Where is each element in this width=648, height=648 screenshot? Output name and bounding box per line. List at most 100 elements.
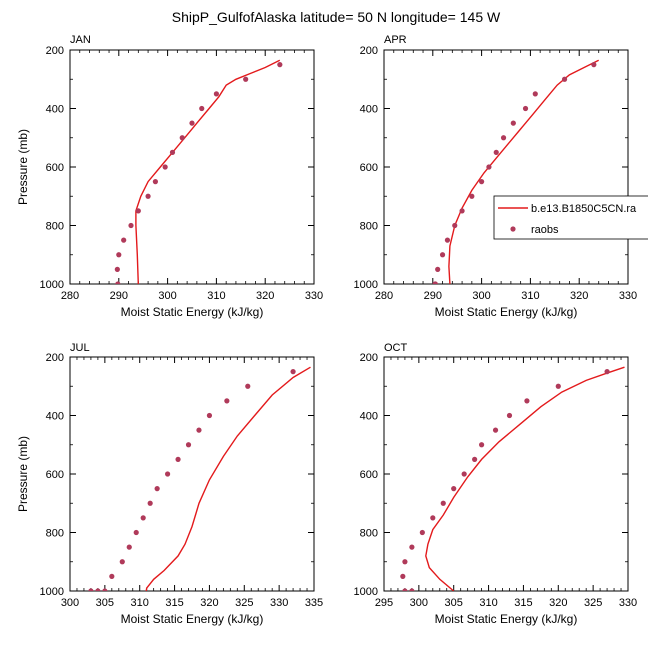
y-tick-label: 800 — [360, 221, 378, 233]
obs-point — [524, 398, 530, 404]
x-tick-label: 310 — [207, 290, 225, 302]
x-tick-label: 280 — [375, 290, 393, 302]
obs-point — [510, 120, 516, 126]
y-axis-title: Pressure (mb) — [16, 436, 30, 512]
obs-point — [430, 515, 436, 521]
obs-point — [128, 222, 134, 229]
plot-frame — [383, 49, 629, 285]
obs-point — [444, 237, 451, 243]
obs-point — [479, 442, 485, 448]
x-tick-label: 330 — [619, 290, 637, 302]
model-series-line — [135, 59, 281, 284]
obs-point — [452, 222, 458, 229]
y-tick-label: 400 — [360, 411, 378, 423]
obs-point — [409, 544, 415, 550]
x-axis-title: Moist Static Energy (kJ/kg) — [435, 612, 578, 626]
obs-point — [461, 471, 467, 477]
obs-point — [402, 559, 408, 565]
obs-point — [604, 369, 610, 375]
obs-point — [486, 164, 492, 170]
obs-point — [451, 486, 457, 492]
figure-title: ShipP_GulfofAlaska latitude= 50 N longit… — [172, 9, 501, 25]
y-tick-label: 400 — [360, 104, 378, 116]
obs-point — [419, 529, 425, 536]
x-tick-label: 290 — [424, 290, 442, 302]
x-tick-label: 300 — [61, 597, 79, 609]
obs-point — [555, 383, 561, 389]
plot-area: 300 305 310 315 320 325 330 335 200 400 600 800 1000… — [16, 352, 323, 626]
y-tick-label: 600 — [46, 162, 64, 174]
x-tick-label: 320 — [200, 597, 218, 609]
x-tick-label: 310 — [131, 597, 149, 609]
panel-oct: OCT 295 300 305 310 315 320 325 330 200 400 600 800… — [354, 342, 638, 626]
x-tick-label: 335 — [305, 597, 323, 609]
obs-point — [435, 266, 441, 272]
obs-point — [140, 515, 146, 521]
panel-label: APR — [384, 34, 407, 46]
y-tick-label: 200 — [46, 45, 64, 57]
x-tick-label: 325 — [584, 597, 602, 609]
obs-point — [277, 62, 283, 68]
obs-point — [116, 252, 122, 258]
obs-point — [162, 164, 168, 170]
obs-point — [591, 62, 597, 68]
panel-label: OCT — [384, 342, 408, 354]
obs-point — [245, 383, 251, 389]
model-series-line — [145, 366, 311, 591]
legend-box — [493, 195, 648, 240]
obs-point — [440, 500, 446, 506]
obs-point — [469, 193, 475, 199]
y-tick-label: 800 — [360, 528, 378, 540]
x-tick-label: 290 — [110, 290, 128, 302]
y-tick-label: 200 — [360, 45, 378, 57]
obs-point — [409, 588, 415, 591]
y-tick-label: 400 — [46, 411, 64, 423]
x-tick-label: 320 — [256, 290, 274, 302]
obs-point — [400, 573, 406, 579]
x-tick-label: 280 — [61, 290, 79, 302]
obs-point — [169, 149, 176, 155]
obs-point — [561, 76, 568, 82]
obs-point — [493, 149, 499, 155]
x-tick-label: 310 — [479, 597, 497, 609]
panel-apr: APR 280 290 300 310 320 330 200 400 600 800 1000 Mo… — [354, 34, 638, 319]
obs-point — [145, 193, 151, 199]
x-tick-label: 325 — [235, 597, 253, 609]
obs-point — [126, 544, 132, 550]
x-tick-label: 320 — [570, 290, 588, 302]
obs-point — [506, 412, 513, 419]
legend-obs-label: raobs — [531, 224, 559, 236]
obs-point — [213, 91, 219, 97]
plot-frame — [383, 356, 629, 592]
x-tick-label: 295 — [375, 597, 393, 609]
x-tick-label: 300 — [472, 290, 490, 302]
obs-point — [439, 252, 446, 258]
obs-point — [154, 486, 160, 492]
plot-area: 295 300 305 310 315 320 325 330 200 400 600 800 1000… — [354, 352, 638, 626]
obs-point — [206, 412, 213, 419]
obs-point — [133, 529, 139, 536]
x-tick-label: 310 — [521, 290, 539, 302]
x-tick-label: 305 — [445, 597, 463, 609]
obs-point — [175, 456, 181, 462]
obs-point — [109, 573, 115, 579]
y-tick-label: 1000 — [354, 586, 378, 598]
obs-point — [147, 500, 153, 506]
panel-label: JUL — [70, 342, 90, 354]
obs-point — [115, 281, 121, 284]
obs-point — [196, 427, 202, 433]
obs-point — [532, 91, 538, 97]
x-tick-label: 330 — [270, 597, 288, 609]
x-tick-label: 330 — [619, 597, 637, 609]
y-tick-label: 800 — [46, 221, 64, 233]
x-tick-label: 300 — [158, 290, 176, 302]
obs-point — [119, 559, 125, 565]
obs-point — [459, 208, 465, 214]
obs-point — [522, 105, 529, 112]
x-axis-title: Moist Static Energy (kJ/kg) — [435, 305, 578, 319]
obs-point — [114, 266, 120, 272]
x-tick-label: 330 — [305, 290, 323, 302]
obs-point — [500, 135, 507, 141]
legend: b.e13.B1850C5CN.ra raobs — [493, 195, 648, 240]
